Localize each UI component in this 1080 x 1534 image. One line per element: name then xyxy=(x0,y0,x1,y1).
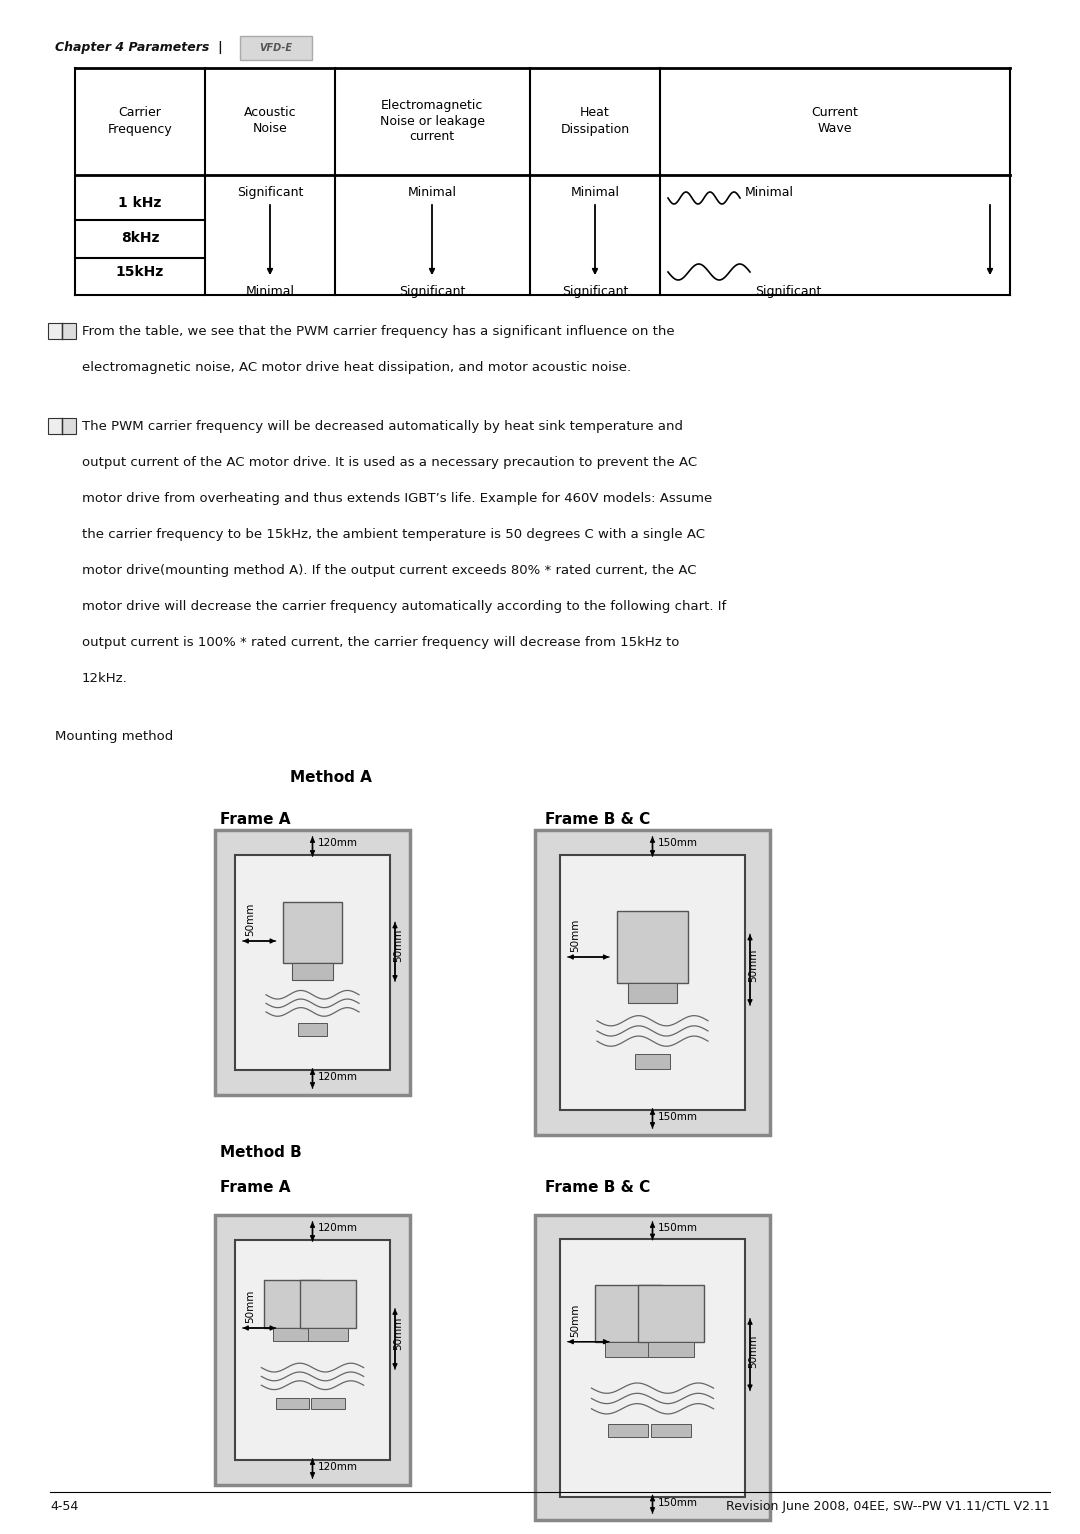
Text: VFD-E: VFD-E xyxy=(259,43,293,54)
Bar xyxy=(311,1399,345,1410)
Text: Revision June 2008, 04EE, SW--PW V1.11/CTL V2.11: Revision June 2008, 04EE, SW--PW V1.11/C… xyxy=(726,1500,1050,1513)
Text: Significant: Significant xyxy=(237,186,303,199)
Text: Chapter 4 Parameters  |: Chapter 4 Parameters | xyxy=(55,41,222,55)
Text: 8kHz: 8kHz xyxy=(121,232,159,245)
Text: Frame B & C: Frame B & C xyxy=(545,811,650,827)
Text: 50mm: 50mm xyxy=(748,1335,758,1367)
Text: 120mm: 120mm xyxy=(318,1072,357,1081)
Text: 150mm: 150mm xyxy=(658,1223,698,1233)
Text: 150mm: 150mm xyxy=(658,1499,698,1508)
Bar xyxy=(627,982,677,1003)
Text: Frame A: Frame A xyxy=(220,1180,291,1195)
Text: Minimal: Minimal xyxy=(407,186,457,199)
Bar xyxy=(561,854,745,1111)
Text: motor drive from overheating and thus extends IGBT’s life. Example for 460V mode: motor drive from overheating and thus ex… xyxy=(82,492,712,505)
Text: output current of the AC motor drive. It is used as a necessary precaution to pr: output current of the AC motor drive. It… xyxy=(82,456,697,469)
Bar xyxy=(648,1342,694,1358)
Text: 120mm: 120mm xyxy=(318,1223,357,1233)
Bar xyxy=(637,1285,704,1342)
Bar xyxy=(215,1215,410,1485)
Bar xyxy=(300,1279,356,1328)
Text: Electromagnetic
Noise or leakage
current: Electromagnetic Noise or leakage current xyxy=(379,98,485,144)
Bar xyxy=(309,1328,348,1341)
FancyBboxPatch shape xyxy=(240,35,312,60)
Bar xyxy=(275,1399,309,1410)
Text: Method B: Method B xyxy=(220,1144,301,1160)
Bar xyxy=(48,324,62,339)
Text: 15kHz: 15kHz xyxy=(116,265,164,279)
Bar xyxy=(298,1023,327,1035)
Text: 50mm: 50mm xyxy=(393,930,403,962)
Text: The PWM carrier frequency will be decreased automatically by heat sink temperatu: The PWM carrier frequency will be decrea… xyxy=(82,420,683,433)
Bar xyxy=(605,1342,651,1358)
Text: 50mm: 50mm xyxy=(570,1304,580,1336)
Text: 150mm: 150mm xyxy=(658,838,698,848)
Text: Minimal: Minimal xyxy=(245,285,295,298)
Text: Mounting method: Mounting method xyxy=(55,730,173,742)
Text: Method A: Method A xyxy=(291,770,372,785)
Text: 50mm: 50mm xyxy=(245,1290,255,1322)
Bar xyxy=(635,1054,670,1069)
Text: 1 kHz: 1 kHz xyxy=(119,196,162,210)
Bar xyxy=(62,324,76,339)
Text: Frame B & C: Frame B & C xyxy=(545,1180,650,1195)
Text: Heat
Dissipation: Heat Dissipation xyxy=(561,106,630,135)
Bar xyxy=(215,830,410,1095)
Text: 120mm: 120mm xyxy=(318,1462,357,1473)
Bar xyxy=(292,962,333,980)
Text: 12kHz.: 12kHz. xyxy=(82,672,127,686)
Text: Minimal: Minimal xyxy=(570,186,620,199)
Text: Carrier
Frequency: Carrier Frequency xyxy=(108,106,173,135)
Bar xyxy=(618,911,688,982)
Bar xyxy=(535,830,770,1135)
Text: motor drive will decrease the carrier frequency automatically according to the f: motor drive will decrease the carrier fr… xyxy=(82,600,726,614)
Text: 4-54: 4-54 xyxy=(50,1500,78,1513)
Text: the carrier frequency to be 15kHz, the ambient temperature is 50 degrees C with : the carrier frequency to be 15kHz, the a… xyxy=(82,528,705,542)
Bar xyxy=(273,1328,312,1341)
Text: Significant: Significant xyxy=(755,285,822,298)
Bar xyxy=(283,902,342,962)
Bar xyxy=(48,417,62,434)
Text: Current
Wave: Current Wave xyxy=(811,106,859,135)
Text: electromagnetic noise, AC motor drive heat dissipation, and motor acoustic noise: electromagnetic noise, AC motor drive he… xyxy=(82,360,631,374)
Text: 150mm: 150mm xyxy=(658,1112,698,1121)
Text: motor drive(mounting method A). If the output current exceeds 80% * rated curren: motor drive(mounting method A). If the o… xyxy=(82,565,697,577)
Bar xyxy=(62,417,76,434)
Bar xyxy=(608,1424,648,1437)
Text: 50mm: 50mm xyxy=(245,902,255,936)
Text: Minimal: Minimal xyxy=(745,186,794,199)
Bar xyxy=(561,1238,745,1497)
Text: Significant: Significant xyxy=(562,285,629,298)
Bar xyxy=(651,1424,691,1437)
Bar xyxy=(235,854,390,1071)
Text: 120mm: 120mm xyxy=(318,838,357,848)
Text: 50mm: 50mm xyxy=(393,1316,403,1350)
Text: 50mm: 50mm xyxy=(748,950,758,982)
Bar xyxy=(535,1215,770,1520)
Text: From the table, we see that the PWM carrier frequency has a significant influenc: From the table, we see that the PWM carr… xyxy=(82,325,675,337)
Text: 50mm: 50mm xyxy=(570,919,580,953)
Bar xyxy=(235,1239,390,1460)
Bar xyxy=(595,1285,662,1342)
Bar xyxy=(265,1279,321,1328)
Text: Acoustic
Noise: Acoustic Noise xyxy=(244,106,296,135)
Text: output current is 100% * rated current, the carrier frequency will decrease from: output current is 100% * rated current, … xyxy=(82,637,679,649)
Text: Frame A: Frame A xyxy=(220,811,291,827)
Text: Significant: Significant xyxy=(399,285,465,298)
